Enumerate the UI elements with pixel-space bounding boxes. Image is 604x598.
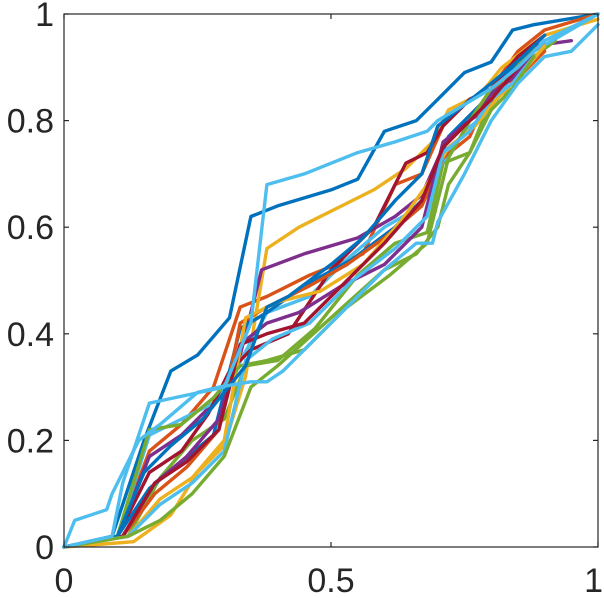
- series-line-16: [62, 54, 536, 549]
- series-line-14: [62, 39, 547, 549]
- y-tick-labels: 0 0.2 0.4 0.6 0.8 1: [7, 0, 54, 567]
- series-lines: [62, 12, 600, 549]
- x-tick-labels: 0 0.5 1: [55, 562, 603, 598]
- y-tick-label: 0: [35, 529, 54, 567]
- x-tick-label: 1: [584, 562, 603, 598]
- series-line-3: [62, 17, 600, 549]
- x-tick-label: 0.5: [307, 562, 354, 598]
- series-line-17: [62, 12, 600, 549]
- series-line-18: [62, 23, 600, 549]
- series-line-10: [62, 44, 547, 549]
- y-tick-label: 0.6: [7, 209, 54, 247]
- tick-marks: [63, 13, 599, 548]
- series-line-1: [62, 12, 600, 549]
- y-tick-label: 1: [35, 0, 54, 34]
- x-tick-label: 0: [55, 562, 74, 598]
- series-line-13: [62, 54, 536, 549]
- y-tick-label: 0.2: [7, 422, 54, 460]
- y-tick-label: 0.4: [7, 316, 54, 354]
- y-tick-label: 0.8: [7, 103, 54, 141]
